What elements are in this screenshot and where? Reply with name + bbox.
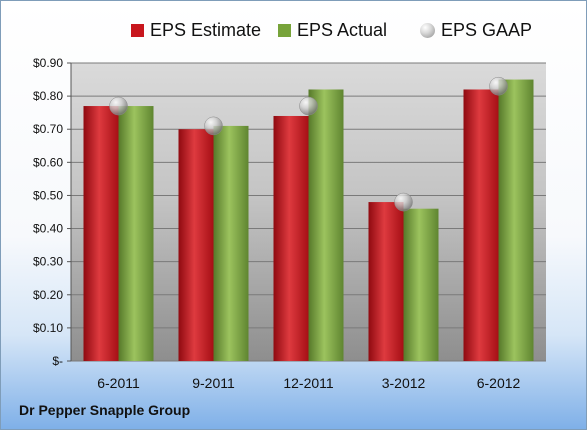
legend: EPS Estimate EPS Actual EPS GAAP xyxy=(1,15,586,45)
bar-eps-actual xyxy=(213,125,249,362)
legend-item-eps-actual: EPS Actual xyxy=(278,15,387,45)
y-tick-label: $0.80 xyxy=(33,89,63,103)
bar-eps-estimate xyxy=(463,89,499,361)
legend-swatch xyxy=(278,23,291,37)
bar-eps-actual xyxy=(403,208,439,361)
bar-eps-actual xyxy=(118,106,154,362)
y-tick-label: $0.90 xyxy=(33,56,63,70)
bar-eps-estimate xyxy=(83,106,119,362)
bar-eps-estimate xyxy=(178,129,214,361)
y-tick-label: $- xyxy=(52,354,63,368)
marker-eps-gaap xyxy=(489,76,508,96)
legend-swatch xyxy=(131,23,144,37)
x-tick-label: 9-2011 xyxy=(192,375,235,391)
y-tick-label: $0.20 xyxy=(33,288,63,302)
x-tick-label: 6-2012 xyxy=(477,375,521,391)
marker-eps-gaap xyxy=(109,96,128,116)
y-tick-label: $0.60 xyxy=(33,155,63,169)
legend-item-eps-estimate: EPS Estimate xyxy=(131,15,261,45)
legend-item-eps-gaap: EPS GAAP xyxy=(420,15,532,45)
y-tick-label: $0.10 xyxy=(33,321,63,335)
company-name: Dr Pepper Snapple Group xyxy=(19,402,191,418)
legend-sphere-icon xyxy=(420,22,435,38)
x-tick-label: 3-2012 xyxy=(382,375,426,391)
y-tick-label: $0.50 xyxy=(33,188,63,202)
x-tick-label: 6-2011 xyxy=(97,375,140,391)
bar-eps-estimate xyxy=(273,115,309,361)
marker-eps-gaap xyxy=(299,96,318,116)
bar-eps-estimate xyxy=(368,202,404,361)
marker-eps-gaap xyxy=(204,116,223,136)
x-tick-label: 12-2011 xyxy=(283,375,334,391)
legend-label: EPS Actual xyxy=(297,19,388,40)
y-tick-label: $0.40 xyxy=(33,222,63,236)
y-tick-label: $0.30 xyxy=(33,255,63,269)
bar-eps-actual xyxy=(308,89,344,361)
legend-label: EPS Estimate xyxy=(150,19,262,40)
bar-eps-actual xyxy=(498,79,534,362)
marker-eps-gaap xyxy=(394,192,413,212)
legend-label: EPS GAAP xyxy=(441,19,533,40)
y-tick-label: $0.70 xyxy=(33,122,63,136)
